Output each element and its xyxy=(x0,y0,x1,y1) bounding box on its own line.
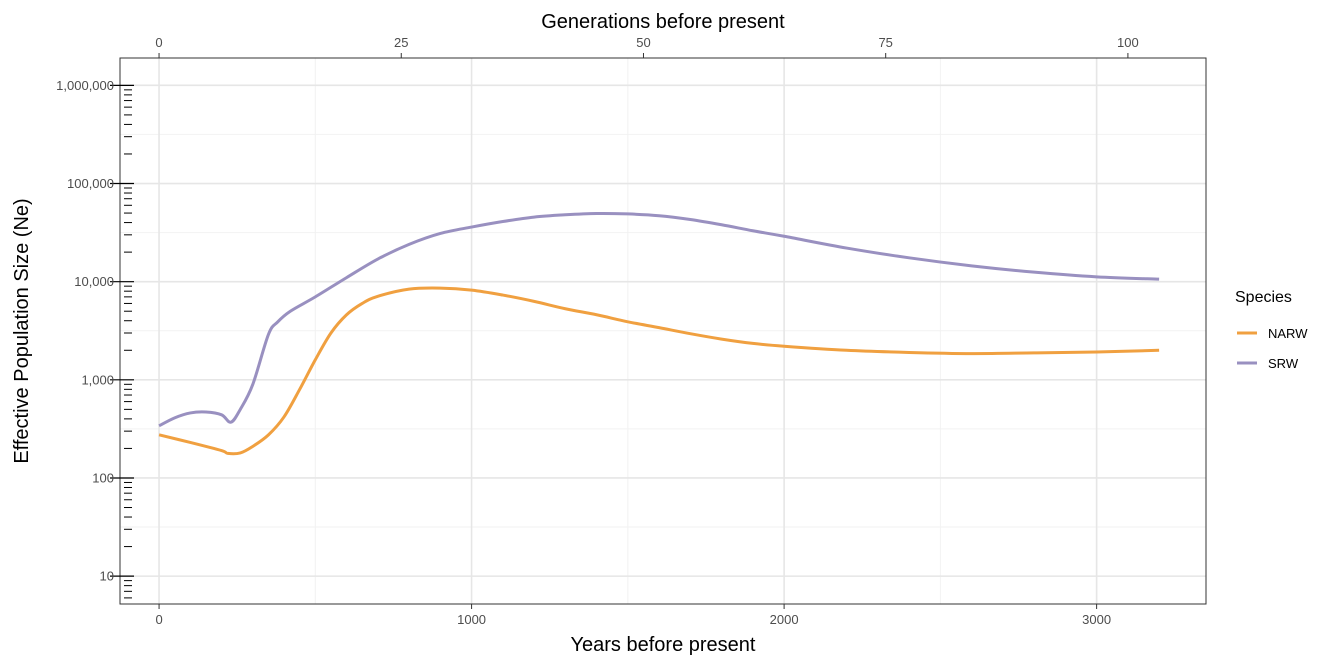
x-axis-title: Years before present xyxy=(571,634,756,656)
x-tick-label: 0 xyxy=(155,612,162,627)
series-line-srw xyxy=(158,211,1160,428)
legend-items: NARW SRW xyxy=(1237,326,1308,371)
legend: Species NARW SRW xyxy=(1235,289,1308,371)
y-axis-title: Effective Population Size (Ne) xyxy=(11,198,33,463)
y-tick-label: 10,000 xyxy=(74,274,114,289)
x2-tick-label: 100 xyxy=(1117,35,1139,50)
x2-tick-label: 75 xyxy=(878,35,892,50)
x2-tick-label: 25 xyxy=(394,35,408,50)
x-tick-label: 1000 xyxy=(457,612,486,627)
legend-label-narw: NARW xyxy=(1268,326,1308,341)
legend-label-srw: SRW xyxy=(1268,356,1299,371)
top-axis-title: Generations before present xyxy=(541,11,785,33)
x-tick-label: 3000 xyxy=(1082,612,1111,627)
legend-title: Species xyxy=(1235,289,1292,306)
grid xyxy=(120,58,1206,604)
y-tick-label: 1,000,000 xyxy=(56,78,114,93)
y-tick-label: 100 xyxy=(92,470,114,485)
axes: 0 1000 2000 3000 0 25 50 75 100 10 100 1,000 10,000 1… xyxy=(56,35,1139,627)
y-tick-label: 10 xyxy=(100,569,114,584)
series-line-narw xyxy=(158,286,1160,456)
y-tick-label: 1,000 xyxy=(81,372,114,387)
x2-tick-label: 0 xyxy=(155,35,162,50)
series-lines xyxy=(158,211,1160,456)
x2-tick-label: 50 xyxy=(636,35,650,50)
x-tick-label: 2000 xyxy=(770,612,799,627)
panel-border xyxy=(119,57,1207,605)
y-tick-label: 100,000 xyxy=(67,176,114,191)
